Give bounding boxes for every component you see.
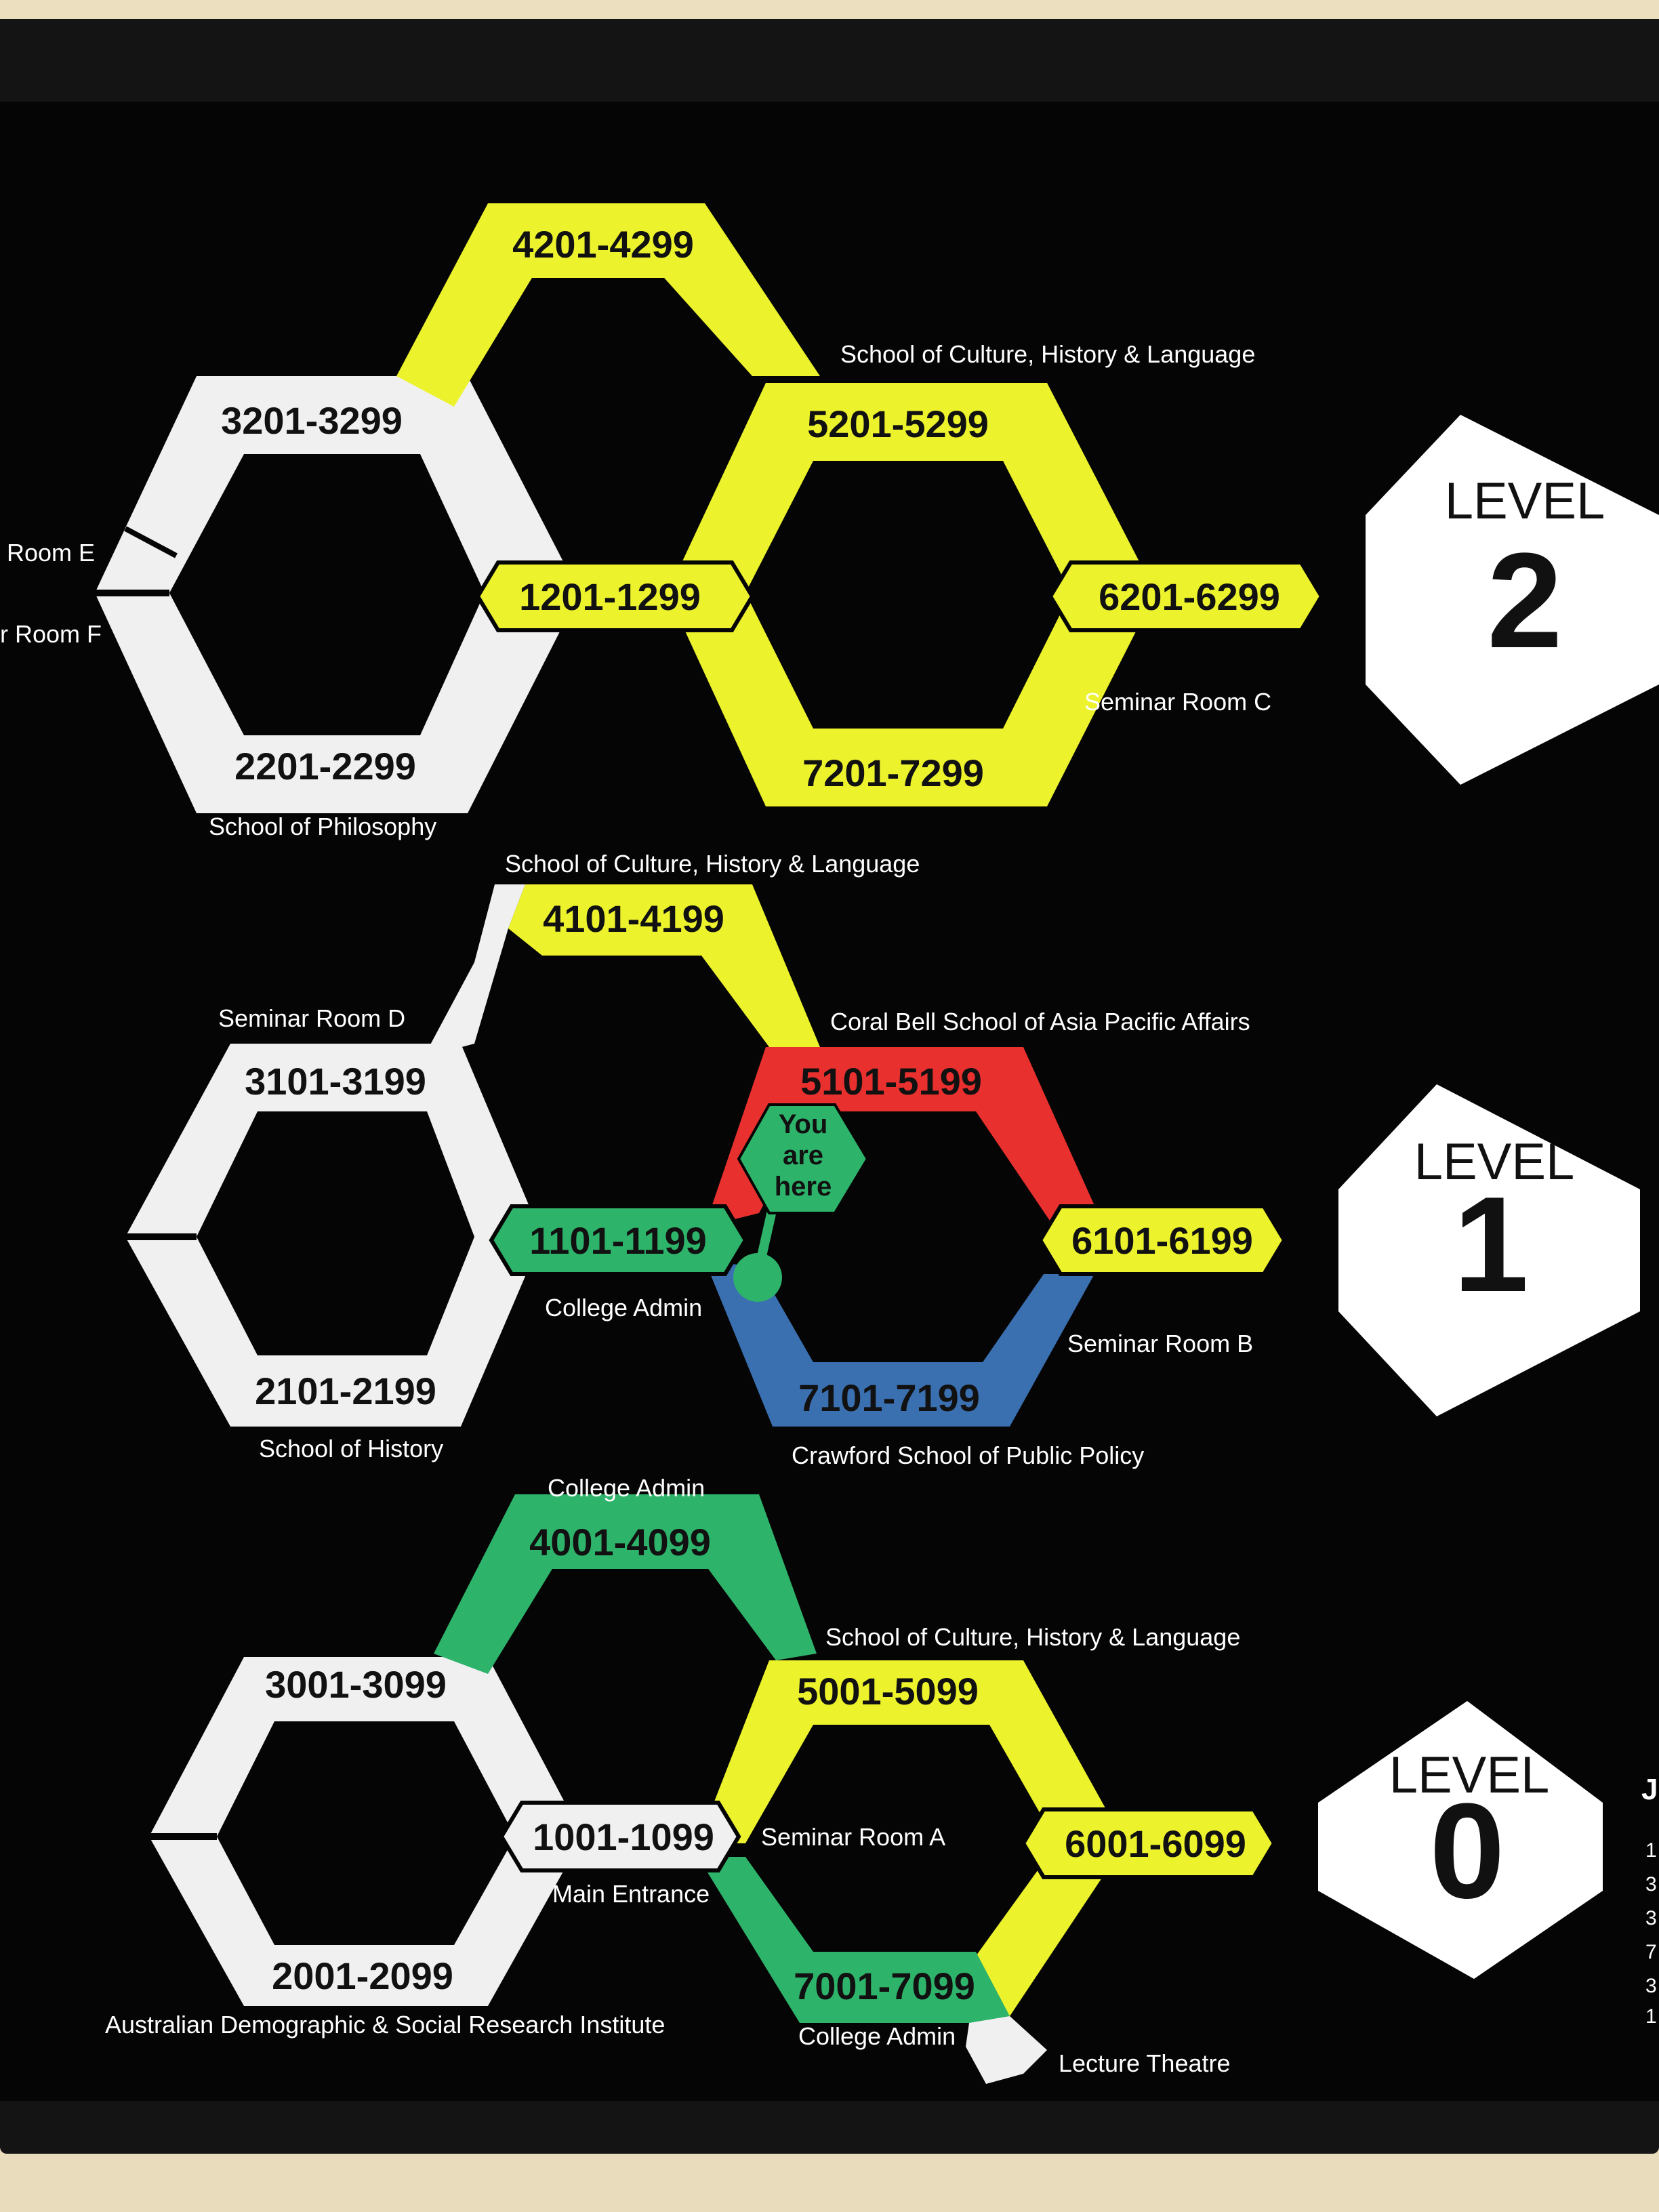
label-school-of-history: School of History bbox=[259, 1435, 443, 1462]
level-2-map: 4201-4299 3201-3299 5201-5299 1201-1299 … bbox=[0, 203, 1659, 840]
label-school-culture-history-language: School of Culture, History & Language bbox=[825, 1623, 1240, 1651]
room-range-7101: 7101-7199 bbox=[798, 1376, 980, 1419]
label-seminar-room-c: Seminar Room C bbox=[1084, 688, 1271, 716]
level-0-word: LEVEL bbox=[1389, 1746, 1550, 1804]
level-1-map: You are here 4101-4199 3101-3199 5101-51… bbox=[125, 850, 1640, 1469]
level-2-room-tag-6201 bbox=[1048, 560, 1324, 632]
room-range-6201: 6201-6299 bbox=[1099, 575, 1280, 618]
you-are-here-line-3: here bbox=[775, 1172, 832, 1202]
room-range-2201: 2201-2299 bbox=[234, 745, 416, 787]
label-main-entrance: Main Entrance bbox=[552, 1880, 710, 1908]
level-0-room-tag-6001 bbox=[1021, 1807, 1277, 1879]
room-range-2001: 2001-2099 bbox=[272, 1954, 453, 1997]
level-0-number: 0 bbox=[1429, 1776, 1504, 1927]
label-college-admin: College Admin bbox=[545, 1294, 702, 1322]
room-range-3001: 3001-3099 bbox=[265, 1663, 447, 1706]
edge-glyph: 3 bbox=[1645, 1975, 1657, 1997]
level-1-white-ring bbox=[125, 1044, 542, 1427]
label-australian-demographic-institute: Australian Demographic & Social Research… bbox=[105, 2011, 665, 2039]
edge-glyph: 3 bbox=[1645, 1873, 1657, 1896]
edge-glyph: 3 bbox=[1645, 1907, 1657, 1929]
level-2-number: 2 bbox=[1487, 525, 1562, 676]
room-range-7201: 7201-7299 bbox=[802, 752, 984, 794]
level-1-room-tag-1101 bbox=[489, 1204, 748, 1276]
label-school-of-philosophy: School of Philosophy bbox=[209, 813, 436, 840]
room-range-7001: 7001-7099 bbox=[794, 1965, 975, 2007]
level-1-badge bbox=[1338, 1084, 1640, 1416]
level-1-number: 1 bbox=[1453, 1169, 1528, 1320]
label-school-culture-history-language: School of Culture, History & Language bbox=[505, 850, 920, 878]
room-range-1201: 1201-1299 bbox=[519, 575, 701, 618]
label-college-admin-bottom: College Admin bbox=[798, 2022, 956, 2050]
room-range-1001: 1001-1099 bbox=[533, 1816, 714, 1858]
level-2-badge bbox=[1366, 415, 1659, 785]
level-1-yellow-arc-top bbox=[495, 884, 820, 1047]
label-college-admin-top: College Admin bbox=[548, 1474, 705, 1502]
level-1-word: LEVEL bbox=[1414, 1133, 1575, 1191]
level-0-green-arc-top bbox=[434, 1494, 817, 1674]
level-2-word: LEVEL bbox=[1445, 472, 1605, 530]
room-range-3101: 3101-3199 bbox=[245, 1060, 426, 1103]
level-0-green-ring-bottom bbox=[698, 1857, 1010, 2023]
level-1-white-arc-left bbox=[424, 884, 525, 1057]
room-range-3201: 3201-3299 bbox=[221, 399, 403, 442]
label-seminar-room-b: Seminar Room B bbox=[1067, 1330, 1253, 1357]
room-range-4101: 4101-4199 bbox=[543, 897, 724, 940]
level-0-map: 4001-4099 3001-3099 5001-5099 1001-1099 … bbox=[105, 1474, 1603, 2084]
level-2-white-ring bbox=[95, 376, 579, 813]
room-range-2101: 2101-2199 bbox=[255, 1370, 436, 1412]
label-crawford-school: Crawford School of Public Policy bbox=[792, 1441, 1144, 1469]
level-1-room-tag-6101 bbox=[1038, 1204, 1287, 1276]
level-2-room-tag-1201 bbox=[475, 560, 755, 632]
edge-glyph: 1 bbox=[1645, 1839, 1657, 1862]
you-are-here-dot bbox=[733, 1253, 782, 1302]
you-are-here-marker bbox=[737, 1103, 869, 1214]
level-1-blue-ring-bottom bbox=[705, 1261, 1094, 1427]
label-room-f: r Room F bbox=[0, 620, 102, 648]
room-range-1101: 1101-1199 bbox=[529, 1219, 707, 1262]
label-school-culture-history-language: School of Culture, History & Language bbox=[840, 340, 1255, 368]
level-0-white-ring bbox=[149, 1657, 583, 2006]
room-range-4001: 4001-4099 bbox=[529, 1521, 711, 1563]
level-0-badge bbox=[1318, 1701, 1603, 1979]
label-coral-bell-school: Coral Bell School of Asia Pacific Affair… bbox=[830, 1008, 1250, 1036]
right-edge-cutoff-text: J 1 3 3 7 3 1 bbox=[1641, 1773, 1658, 2028]
room-range-5101: 5101-5199 bbox=[800, 1060, 982, 1103]
level-1-red-ring-top bbox=[705, 1047, 1098, 1227]
you-are-here-line-1: You bbox=[779, 1109, 828, 1139]
room-range-5001: 5001-5099 bbox=[797, 1670, 979, 1713]
edge-glyph: 7 bbox=[1645, 1941, 1657, 1963]
level-2-yellow-ring bbox=[668, 383, 1155, 806]
edge-glyph: J bbox=[1641, 1773, 1658, 1806]
level-0-lecture-theatre-stub bbox=[966, 2016, 1047, 2084]
edge-glyph: 1 bbox=[1645, 2005, 1657, 2028]
level-0-yellow-ring bbox=[698, 1660, 1125, 2016]
label-seminar-room-d: Seminar Room D bbox=[218, 1004, 405, 1032]
room-range-5201: 5201-5299 bbox=[807, 403, 989, 445]
room-range-6101: 6101-6199 bbox=[1071, 1219, 1253, 1262]
label-lecture-theatre: Lecture Theatre bbox=[1059, 2049, 1231, 2077]
level-0-room-tag-1001 bbox=[499, 1801, 741, 1872]
room-range-6001: 6001-6099 bbox=[1065, 1822, 1246, 1865]
level-2-yellow-arc-top bbox=[396, 203, 820, 407]
label-seminar-room-a: Seminar Room A bbox=[761, 1823, 945, 1851]
label-room-e: Room E bbox=[7, 539, 95, 567]
you-are-here-line-2: are bbox=[783, 1141, 823, 1170]
room-range-4201: 4201-4299 bbox=[512, 223, 694, 266]
